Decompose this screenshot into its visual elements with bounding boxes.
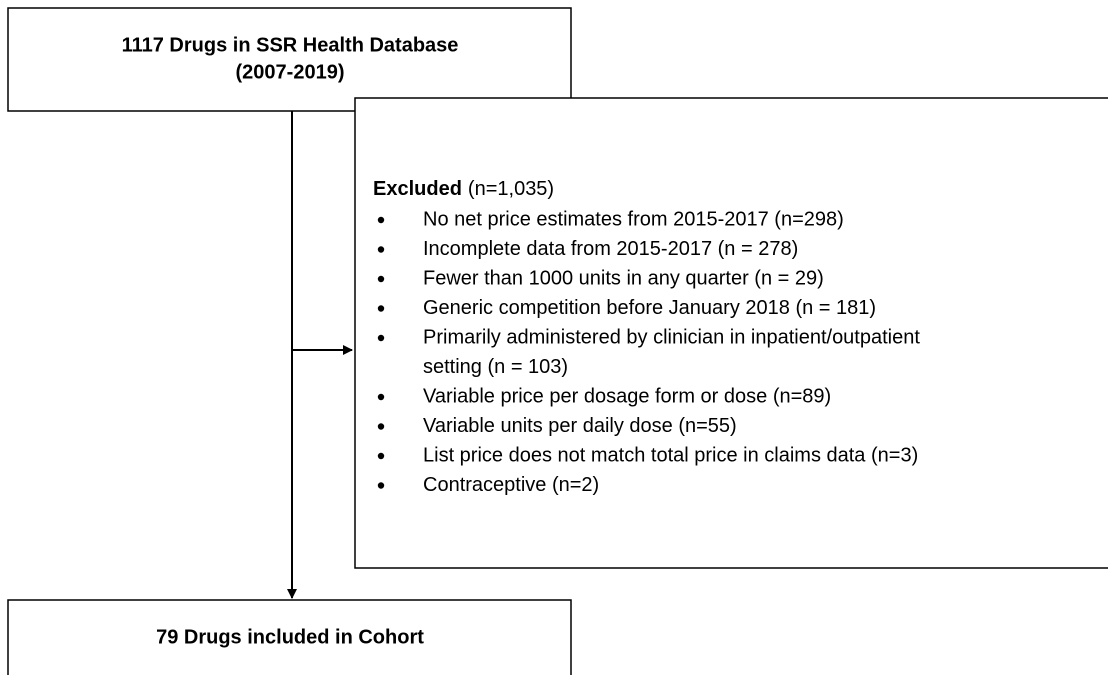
node-label: 79 Drugs included in Cohort xyxy=(156,626,424,648)
excluded-heading-line: Excluded (n=1,035) xyxy=(373,178,554,200)
bullet xyxy=(377,216,385,224)
excluded-box xyxy=(354,97,1108,569)
bullet xyxy=(377,393,385,401)
excluded-heading: Excluded xyxy=(373,178,462,200)
excluded-item: Variable price per dosage form or dose (… xyxy=(423,385,831,407)
excluded-item: List price does not match total price in… xyxy=(423,444,918,466)
node-label: 1117 Drugs in SSR Health Database xyxy=(122,34,459,56)
node-label: (2007-2019) xyxy=(236,61,345,83)
bullet xyxy=(377,305,385,312)
bullet xyxy=(377,246,385,253)
excluded-item: Incomplete data from 2015-2017 (n = 278) xyxy=(423,238,798,260)
top-box xyxy=(7,7,572,112)
bullet xyxy=(377,423,385,430)
excluded-item: No net price estimates from 2015-2017 (n… xyxy=(423,208,844,230)
excluded-item: Contraceptive (n=2) xyxy=(423,474,599,496)
excluded-item: Primarily administered by clinician in i… xyxy=(423,326,920,348)
excluded-item: Generic competition before January 2018 … xyxy=(423,297,876,319)
bullet xyxy=(377,334,385,342)
bullet xyxy=(377,482,385,489)
bottom-box xyxy=(7,599,572,675)
excluded-item: Variable units per daily dose (n=55) xyxy=(423,415,737,437)
bullet xyxy=(377,275,385,283)
excluded-count: (n=1,035) xyxy=(468,178,554,200)
excluded-item: setting (n = 103) xyxy=(423,356,568,378)
bullet xyxy=(377,452,385,460)
excluded-item: Fewer than 1000 units in any quarter (n … xyxy=(423,267,824,289)
